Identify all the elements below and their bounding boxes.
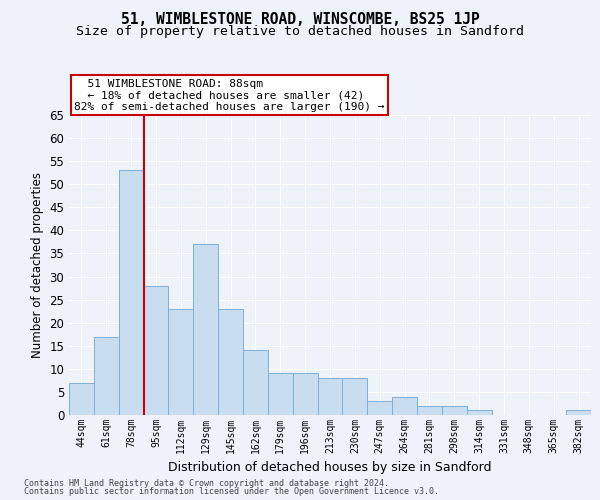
X-axis label: Distribution of detached houses by size in Sandford: Distribution of detached houses by size … — [168, 462, 492, 474]
Bar — [566, 410, 591, 415]
Y-axis label: Number of detached properties: Number of detached properties — [31, 172, 44, 358]
Bar — [268, 374, 293, 415]
Text: 51 WIMBLESTONE ROAD: 88sqm
  ← 18% of detached houses are smaller (42)
82% of se: 51 WIMBLESTONE ROAD: 88sqm ← 18% of deta… — [74, 79, 385, 112]
Bar — [417, 406, 442, 415]
Text: Contains HM Land Registry data © Crown copyright and database right 2024.: Contains HM Land Registry data © Crown c… — [24, 478, 389, 488]
Bar — [143, 286, 169, 415]
Bar — [442, 406, 467, 415]
Text: Size of property relative to detached houses in Sandford: Size of property relative to detached ho… — [76, 25, 524, 38]
Bar — [119, 170, 143, 415]
Text: Contains public sector information licensed under the Open Government Licence v3: Contains public sector information licen… — [24, 487, 439, 496]
Text: 51, WIMBLESTONE ROAD, WINSCOMBE, BS25 1JP: 51, WIMBLESTONE ROAD, WINSCOMBE, BS25 1J… — [121, 12, 479, 28]
Bar — [218, 309, 243, 415]
Bar — [94, 336, 119, 415]
Bar — [467, 410, 491, 415]
Bar — [293, 374, 317, 415]
Bar — [69, 382, 94, 415]
Bar — [392, 396, 417, 415]
Bar — [343, 378, 367, 415]
Bar — [243, 350, 268, 415]
Bar — [169, 309, 193, 415]
Bar — [193, 244, 218, 415]
Bar — [367, 401, 392, 415]
Bar — [317, 378, 343, 415]
